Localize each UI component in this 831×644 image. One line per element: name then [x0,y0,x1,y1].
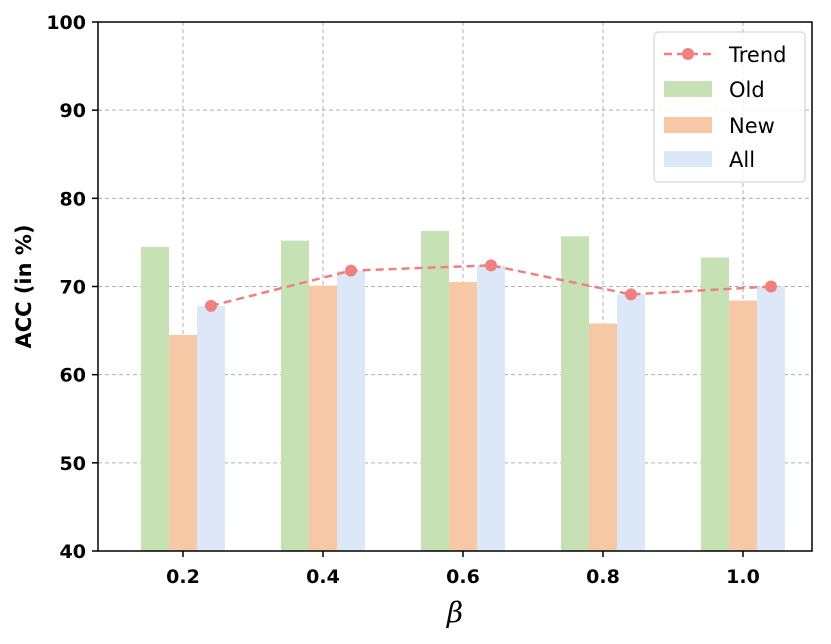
legend: Trend Old New All [653,31,806,183]
y-tick-label-3: 70 [60,277,86,299]
x-tick-label-3: 0.8 [586,566,620,588]
bar-all-0 [197,305,225,551]
legend-label-all: All [729,148,755,172]
bar-all-2 [477,265,505,551]
legend-label-new: New [729,114,775,138]
x-tick-label-0: 0.2 [166,566,200,588]
trend-point-4 [765,280,777,293]
legend-swatch-new [664,117,712,133]
bar-new-2 [449,282,477,551]
y-axis-label: ACC (in %) [12,224,36,348]
x-tick-label-1: 0.4 [306,566,340,588]
y-tick-label-0: 40 [60,541,86,563]
trend-point-0 [205,299,217,312]
x-tick-label-4: 1.0 [726,566,760,588]
bar-new-3 [589,323,617,551]
legend-trend-marker [682,48,694,60]
bar-all-1 [337,270,365,551]
bars [141,230,785,552]
y-axis-ticks: 40 50 60 70 80 90 100 [46,12,98,563]
y-tick-label-2: 60 [60,365,86,387]
y-tick-label-4: 80 [60,188,86,210]
bar-all-3 [617,294,645,551]
legend-label-old: Old [729,78,765,102]
y-tick-label-6: 100 [46,12,86,34]
trend-point-1 [345,264,357,277]
trend-line [205,259,777,312]
y-tick-label-1: 50 [60,453,86,475]
x-axis-ticks: 0.2 0.4 0.6 0.8 1.0 [166,551,760,588]
trend-point-2 [485,259,497,272]
bar-old-3 [561,236,589,551]
y-tick-label-5: 90 [60,100,86,122]
bar-old-1 [281,240,309,552]
trend-line-path [210,264,772,308]
x-tick-label-2: 0.6 [446,566,480,588]
bar-new-0 [169,334,197,551]
bar-old-0 [141,246,169,551]
bar-old-4 [701,257,729,551]
x-axis-label: β [446,596,463,629]
trend-point-3 [625,288,637,301]
bar-old-2 [421,230,449,551]
bar-all-4 [757,286,785,551]
legend-swatch-old [664,81,712,97]
legend-label-trend: Trend [728,43,786,67]
legend-swatch-all [664,151,712,167]
legend-box [653,31,806,183]
bar-new-1 [309,285,337,551]
bar-new-4 [729,300,757,551]
